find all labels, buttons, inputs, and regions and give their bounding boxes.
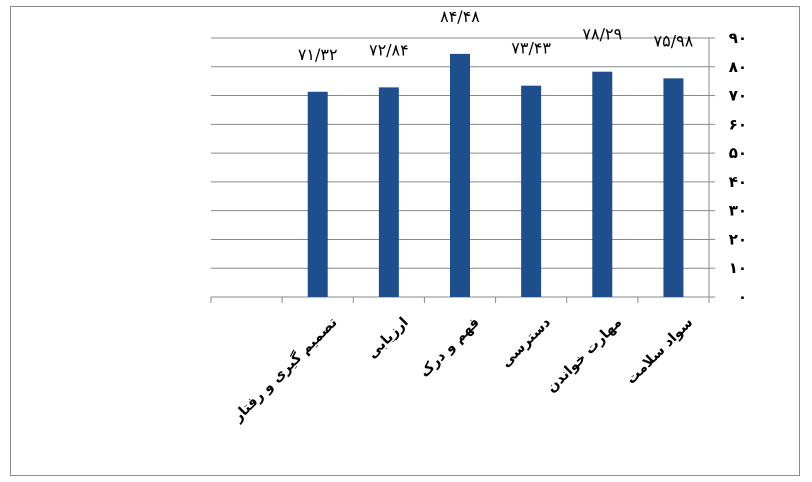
data-label: ۷۸/۲۹ (582, 25, 622, 44)
y-tick-label: ۴۰ (729, 173, 747, 191)
y-tick-label: ۰ (738, 288, 747, 306)
data-label: ۷۲/۸۴ (369, 40, 409, 59)
bar (521, 85, 542, 297)
y-tick-label: ۹۰ (729, 29, 747, 47)
data-label: ۷۵/۹۸ (654, 31, 694, 50)
x-tick-label: فهم و درک (417, 315, 483, 381)
y-tick-label: ۲۰ (729, 230, 747, 248)
bar (663, 78, 684, 298)
bar (450, 53, 470, 298)
y-tick-label: ۳۰ (729, 202, 747, 220)
x-tick-label: ارزیابی (364, 315, 411, 362)
data-label: ۸۴/۴۸ (440, 7, 480, 26)
x-tick-label: سواد سلامت (623, 315, 696, 388)
bar (307, 91, 328, 297)
bar (592, 71, 613, 297)
x-tick-label: مهارت خواندن (544, 315, 625, 396)
data-label: ۷۱/۳۲ (298, 45, 338, 64)
y-tick-label: ۷۰ (729, 87, 747, 105)
y-tick-label: ۸۰ (729, 58, 747, 76)
y-tick-label: ۶۰ (729, 115, 747, 133)
y-tick-label: ۵۰ (729, 144, 747, 162)
bar (378, 87, 399, 298)
y-tick-label: ۱۰ (729, 259, 747, 277)
x-tick-label: تصمیم گیری و رفتار (229, 314, 341, 426)
x-tick-label: دسترسی (498, 315, 554, 371)
data-label: ۷۳/۴۳ (511, 39, 551, 58)
